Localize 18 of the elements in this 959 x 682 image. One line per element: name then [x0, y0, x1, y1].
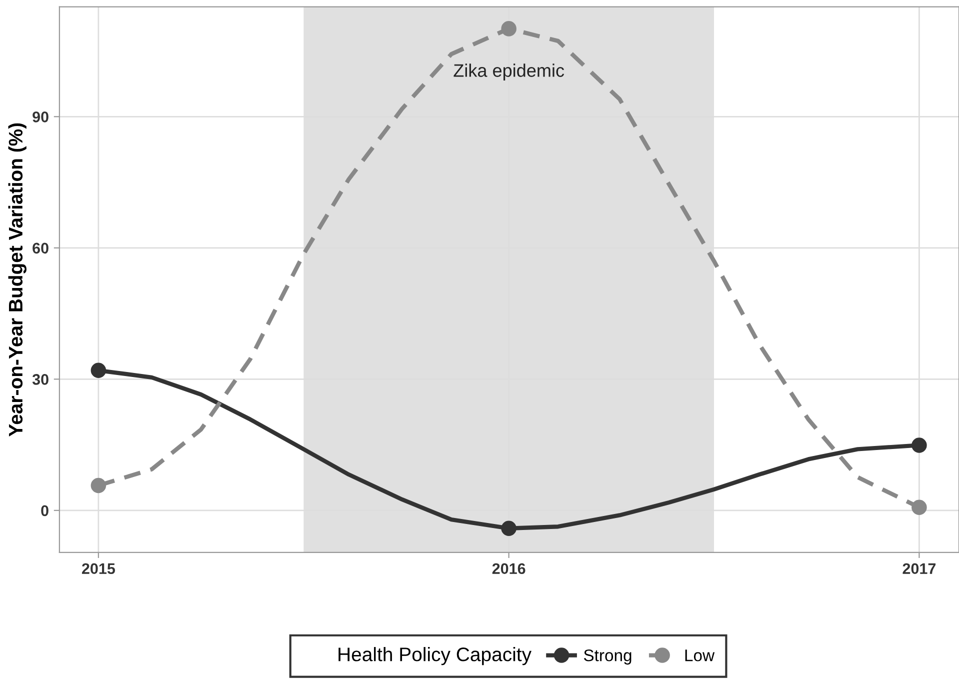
- x-tick-label: 2017: [902, 563, 936, 574]
- y-tick-label: 90: [32, 112, 48, 122]
- x-tick-label: 2015: [82, 563, 116, 574]
- y-tick-label: 0: [41, 505, 48, 516]
- point: [90, 478, 106, 494]
- point: [90, 362, 106, 378]
- y-tick-label: 30: [32, 374, 48, 385]
- legend-label: Low: [685, 650, 715, 662]
- band-label: Zika epidemic: [454, 64, 564, 81]
- x-tick-label: 2016: [492, 563, 526, 574]
- point: [501, 21, 516, 36]
- point: [912, 500, 927, 515]
- y-axis-title: Year-on-Year Budget Variation (%): [8, 123, 26, 436]
- y-tick-label: 60: [32, 242, 48, 254]
- point: [912, 438, 927, 453]
- legend-title: Health Policy Capacity: [338, 647, 532, 666]
- point: [501, 520, 516, 536]
- legend-label: Strong: [584, 649, 632, 665]
